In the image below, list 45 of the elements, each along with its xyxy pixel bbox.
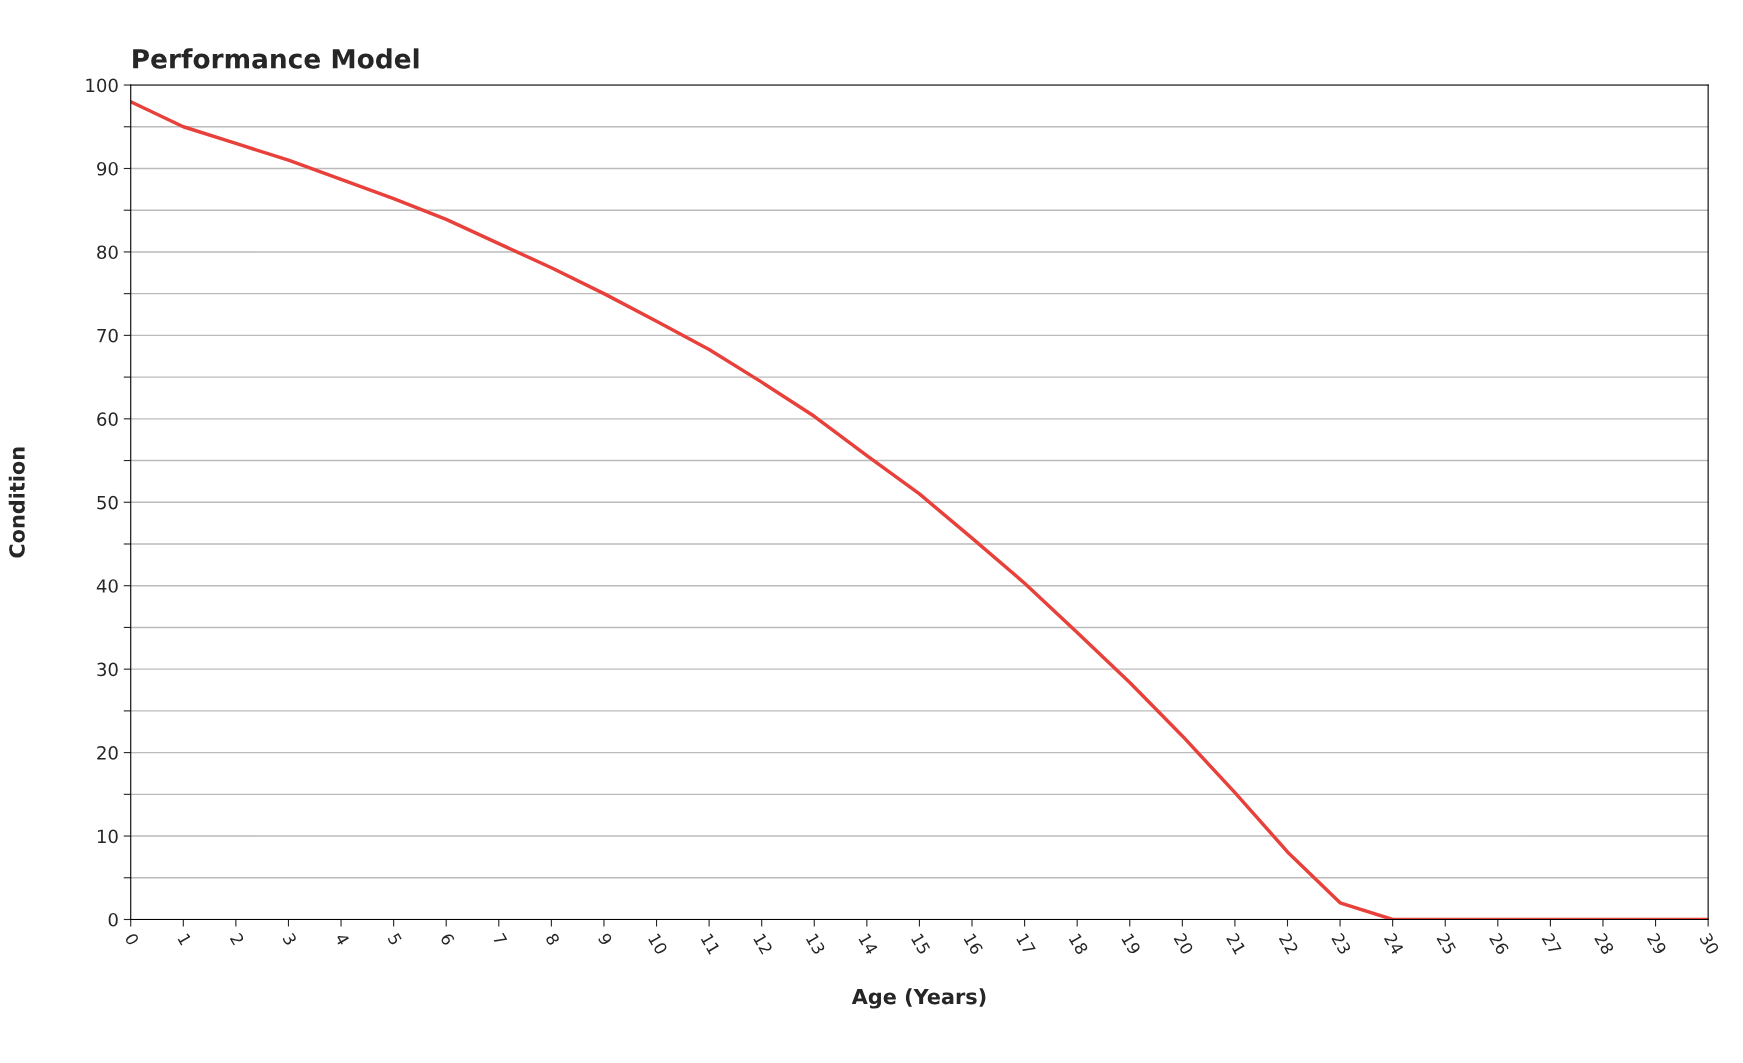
x-tick-label: 10 <box>647 933 669 956</box>
x-tick-label: 17 <box>1016 933 1036 955</box>
x-tick-label: 20 <box>1173 932 1194 956</box>
y-tick-label: 90 <box>97 161 118 176</box>
x-tick-label: 9 <box>597 932 613 946</box>
x-tick-label: 5 <box>387 932 403 946</box>
x-tick-label: 7 <box>492 932 508 946</box>
x-tick-label: 21 <box>1226 932 1247 955</box>
x-axis-title: Age (Years) <box>851 988 986 1009</box>
x-tick-label: 4 <box>334 932 350 947</box>
x-tick-label: 11 <box>700 933 721 955</box>
x-tick-label: 26 <box>1488 932 1510 956</box>
x-tick-label: 0 <box>124 932 140 946</box>
x-tick-label: 29 <box>1646 932 1668 956</box>
x-tick-label: 8 <box>545 932 561 946</box>
x-tick-label: 25 <box>1436 932 1457 955</box>
y-tick-label: 30 <box>97 662 118 677</box>
x-tick-label: 3 <box>282 932 298 946</box>
x-tick-label: 23 <box>1331 932 1352 955</box>
y-axis-title: Condition <box>8 447 25 558</box>
x-tick-label: 1 <box>177 933 192 946</box>
y-tick-label: 0 <box>108 912 118 927</box>
x-tick-label: 16 <box>963 933 984 956</box>
x-tick-label: 19 <box>1121 933 1142 956</box>
y-tick-label: 100 <box>86 78 118 93</box>
x-tick-label: 30 <box>1699 932 1720 956</box>
y-tick-label: 70 <box>97 328 118 343</box>
x-tick-label: 28 <box>1594 932 1615 956</box>
y-tick-label: 60 <box>97 412 118 426</box>
x-tick-label: 27 <box>1541 932 1562 955</box>
y-tick-label: 40 <box>96 579 118 593</box>
y-tick-label: 20 <box>97 746 118 760</box>
x-tick-label: 15 <box>910 933 931 955</box>
x-tick-label: 13 <box>805 933 826 955</box>
x-tick-label: 2 <box>229 932 245 946</box>
y-tick-label: 50 <box>97 495 118 510</box>
x-tick-label: 12 <box>753 933 773 955</box>
x-tick-label: 22 <box>1278 932 1299 955</box>
x-tick-label: 6 <box>439 932 456 947</box>
chart-title: Performance Model <box>133 48 419 69</box>
x-tick-label: 18 <box>1068 933 1089 956</box>
x-tick-label: 14 <box>858 933 879 956</box>
x-tick-label: 24 <box>1383 932 1405 956</box>
y-tick-label: 10 <box>97 829 118 844</box>
y-tick-label: 80 <box>97 245 118 260</box>
